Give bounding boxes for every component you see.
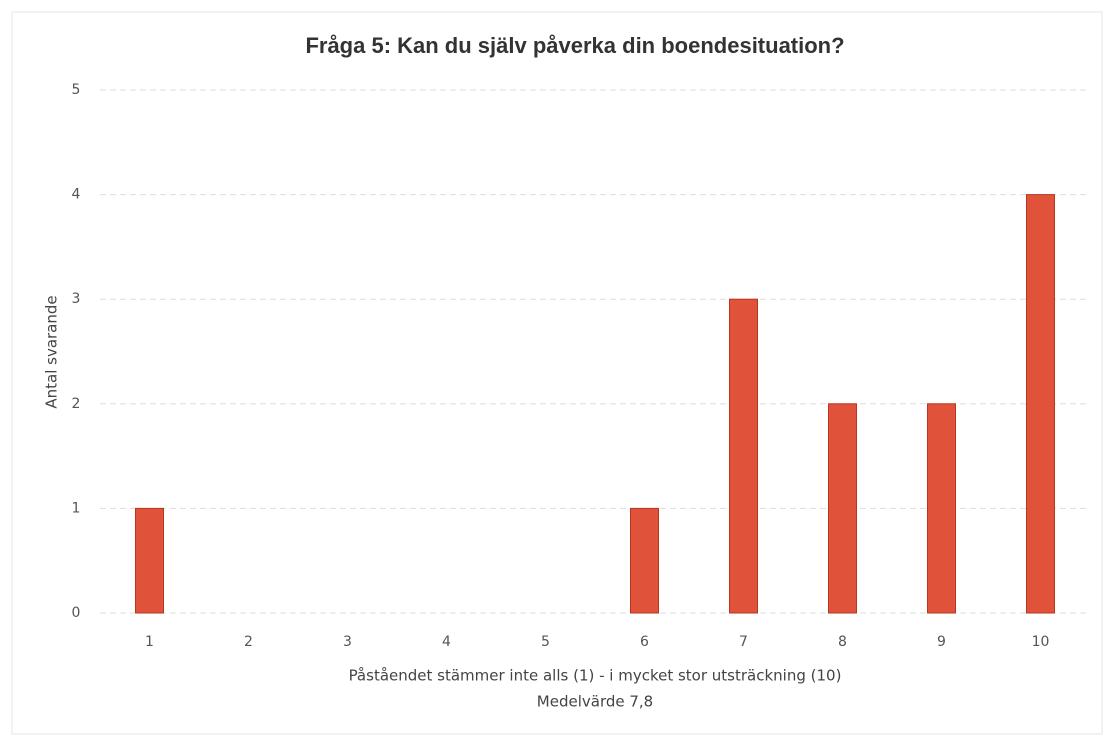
y-tick-label: 0 (72, 605, 81, 621)
y-tick-label: 3 (72, 291, 81, 307)
x-tick-label: 4 (442, 634, 451, 650)
y-tick-label: 2 (72, 396, 81, 412)
bar (1026, 194, 1055, 614)
bar (927, 403, 956, 614)
x-tick-label: 2 (244, 634, 253, 650)
x-tick-label: 9 (937, 634, 946, 650)
x-tick-label: 3 (343, 634, 352, 650)
x-axis-label: Påståendet stämmer inte alls (1) - i myc… (349, 667, 842, 685)
bar (729, 298, 758, 614)
bar (135, 507, 164, 614)
x-tick-label: 10 (1032, 634, 1050, 650)
y-tick-label: 4 (72, 187, 81, 203)
x-tick-label: 8 (838, 634, 847, 650)
x-tick-label: 6 (640, 634, 649, 650)
y-tick-label: 5 (72, 82, 81, 98)
bar (828, 403, 857, 614)
chart-title: Fråga 5: Kan du själv påverka din boende… (305, 33, 844, 58)
x-tick-label: 7 (739, 634, 748, 650)
x-tick-label: 5 (541, 634, 550, 650)
bar (630, 507, 659, 614)
chart-border (11, 11, 1103, 735)
y-tick-label: 1 (72, 500, 81, 516)
annotation: Medelvärde 7,8 (537, 693, 653, 711)
y-axis-label: Antal svarande (43, 295, 61, 408)
x-tick-label: 1 (145, 634, 154, 650)
